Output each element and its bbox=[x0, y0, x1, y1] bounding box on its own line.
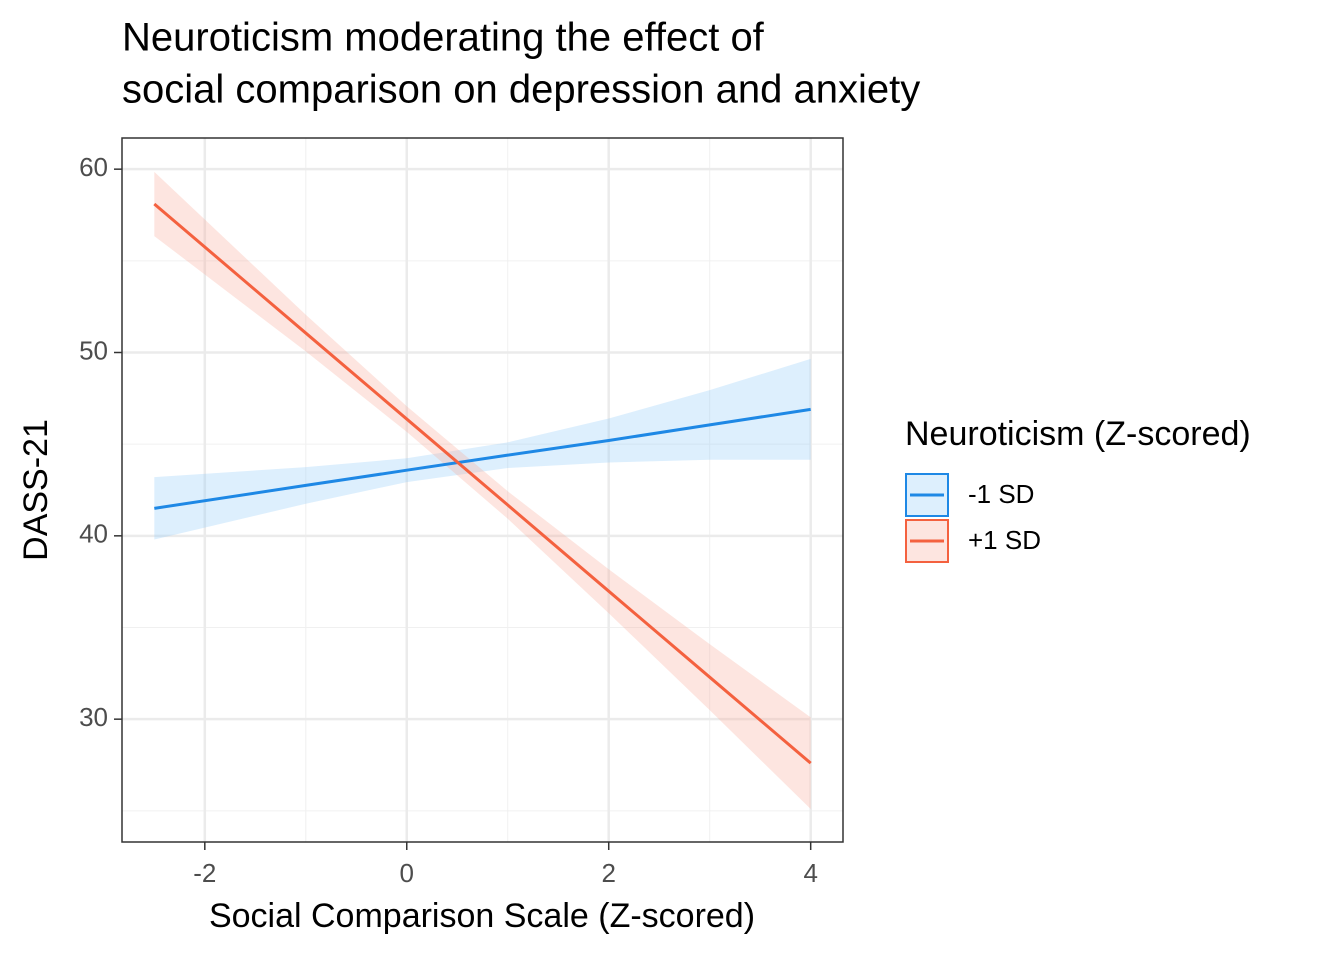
plot-border bbox=[121, 137, 844, 843]
legend-label: -1 SD bbox=[968, 479, 1034, 509]
x-tick-label: 2 bbox=[601, 858, 615, 888]
y-tick-label: 60 bbox=[79, 152, 108, 182]
x-axis-label: Social Comparison Scale (Z-scored) bbox=[209, 897, 755, 935]
confidence-band bbox=[154, 358, 811, 540]
line bbox=[153, 202, 812, 765]
x-tick-label: 4 bbox=[803, 858, 817, 888]
legend-label: +1 SD bbox=[968, 525, 1041, 555]
line bbox=[154, 407, 811, 510]
y-tick-label: 40 bbox=[79, 519, 108, 549]
legend-title: Neuroticism (Z-scored) bbox=[905, 415, 1251, 453]
confidence-band bbox=[154, 171, 811, 809]
chart-title: social comparison on depression and anxi… bbox=[122, 68, 920, 112]
chart-title: Neuroticism moderating the effect of bbox=[122, 16, 765, 60]
y-tick-label: 30 bbox=[79, 702, 108, 732]
y-tick-label: 50 bbox=[79, 335, 108, 365]
x-tick-label: -2 bbox=[193, 858, 216, 888]
x-tick-label: 0 bbox=[400, 858, 414, 888]
y-axis-label: DASS-21 bbox=[17, 419, 55, 561]
